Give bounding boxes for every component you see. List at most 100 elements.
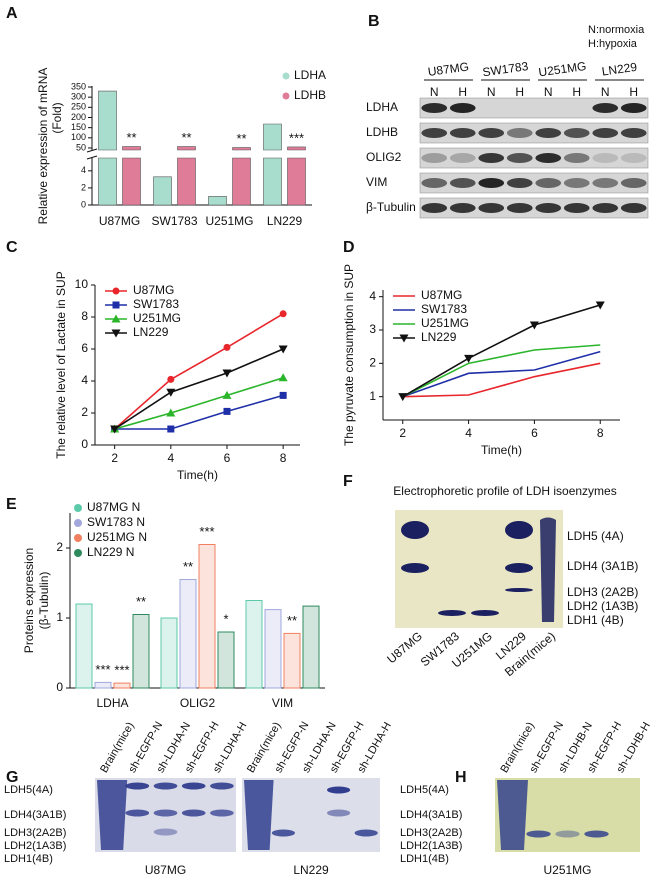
band xyxy=(421,178,448,188)
x-tick-label: 8 xyxy=(280,451,287,465)
line xyxy=(402,362,601,398)
gel-caption: U87MG xyxy=(145,863,186,877)
legend-label: LDHB xyxy=(294,88,326,102)
legend-marker xyxy=(74,519,82,527)
y-tick-label: 0 xyxy=(81,199,86,209)
panel-letter: D xyxy=(343,239,355,256)
lane-label: H xyxy=(515,85,524,99)
band xyxy=(505,563,533,573)
line xyxy=(114,313,284,430)
y-axis-label: The relative level of Lactate in SUP xyxy=(54,271,68,458)
bar xyxy=(122,146,141,206)
legend-label: U251MG xyxy=(421,316,469,330)
band-label: LDH4(3A1B) xyxy=(4,809,66,821)
row-label: LDHB xyxy=(366,125,398,139)
legend-label: U87MG N xyxy=(87,500,140,514)
y-tick-label: 0 xyxy=(81,437,88,451)
band xyxy=(563,153,590,163)
band-label: LDH1(4B) xyxy=(4,853,53,865)
x-tick-label: 6 xyxy=(224,451,231,465)
band xyxy=(153,828,178,836)
bar xyxy=(132,614,150,689)
line xyxy=(402,350,601,398)
bar xyxy=(153,176,172,206)
band-label: LDH1(4B) xyxy=(400,853,449,865)
band-label: LDH3(2A2B) xyxy=(400,827,462,839)
marker xyxy=(167,425,175,433)
band xyxy=(620,128,647,138)
band xyxy=(563,178,590,188)
bar xyxy=(264,609,282,689)
y-tick-label: 1 xyxy=(369,389,376,403)
significance-label: *** xyxy=(199,524,214,539)
x-tick-label: 2 xyxy=(399,426,406,440)
y-axis-label: Proteins expression xyxy=(22,548,36,653)
legend-label: U87MG xyxy=(421,288,462,302)
band xyxy=(506,153,533,163)
x-axis-label: Time(h) xyxy=(177,468,218,482)
band xyxy=(620,103,647,113)
axis-break xyxy=(86,148,98,160)
band xyxy=(471,610,499,616)
band xyxy=(153,809,178,817)
y-tick-label: 300 xyxy=(71,92,86,102)
smear xyxy=(97,780,128,850)
bar xyxy=(177,146,196,206)
y-tick-label: 0 xyxy=(56,680,63,694)
bar xyxy=(75,603,93,689)
legend-marker xyxy=(112,301,120,309)
marker xyxy=(223,407,231,415)
marker xyxy=(398,393,408,402)
band xyxy=(526,830,551,838)
band-label: LDH3 (2A2B) xyxy=(567,585,638,599)
significance-label: *** xyxy=(95,662,110,677)
band xyxy=(535,153,562,163)
band xyxy=(449,153,476,163)
x-tick-label: LDHA xyxy=(96,696,128,710)
group-label: LN229 xyxy=(601,60,638,79)
band xyxy=(181,809,206,817)
note: H:hypoxia xyxy=(588,38,638,50)
y-axis-label: The pyruvate consumption in SUP xyxy=(342,264,356,446)
significance-label: ** xyxy=(126,130,136,145)
band xyxy=(584,830,609,838)
significance-label: ** xyxy=(183,559,193,574)
panel-letter: E xyxy=(6,496,17,513)
y-tick-label: 3 xyxy=(369,322,376,336)
band xyxy=(506,203,533,213)
panel-letter: A xyxy=(6,5,18,22)
x-tick-label: 8 xyxy=(597,426,604,440)
panel-letter: B xyxy=(368,13,380,30)
legend-label: U251MG N xyxy=(87,530,147,544)
band xyxy=(620,153,647,163)
marker xyxy=(595,301,605,310)
band xyxy=(478,178,505,188)
band xyxy=(421,153,448,163)
band xyxy=(125,809,150,817)
bar xyxy=(198,544,216,689)
band-label: LDH5(4A) xyxy=(400,784,449,796)
y-tick-label: 200 xyxy=(71,112,86,122)
x-tick-label: SW1783 xyxy=(151,214,197,228)
legend-label: U251MG xyxy=(133,311,181,325)
note: N:normoxia xyxy=(588,24,645,36)
marker xyxy=(166,388,176,397)
band xyxy=(592,153,619,163)
band xyxy=(438,610,466,616)
lane-label: H xyxy=(572,85,581,99)
group-label: U87MG xyxy=(427,59,470,79)
y-tick-label: 2 xyxy=(56,540,63,554)
row-label: β-Tubulin xyxy=(366,200,416,214)
bar xyxy=(113,682,131,689)
x-tick-label: 6 xyxy=(531,426,538,440)
x-tick-label: 2 xyxy=(111,451,118,465)
y-tick-label: 250 xyxy=(71,102,86,112)
row-label: LDHA xyxy=(366,100,398,114)
significance-label: ** xyxy=(136,594,146,609)
significance-label: ** xyxy=(181,130,191,145)
gel-caption: U251MG xyxy=(543,863,591,877)
lane-label: H xyxy=(458,85,467,99)
band xyxy=(449,178,476,188)
bar xyxy=(302,605,320,689)
x-tick-label: U251MG xyxy=(205,214,253,228)
